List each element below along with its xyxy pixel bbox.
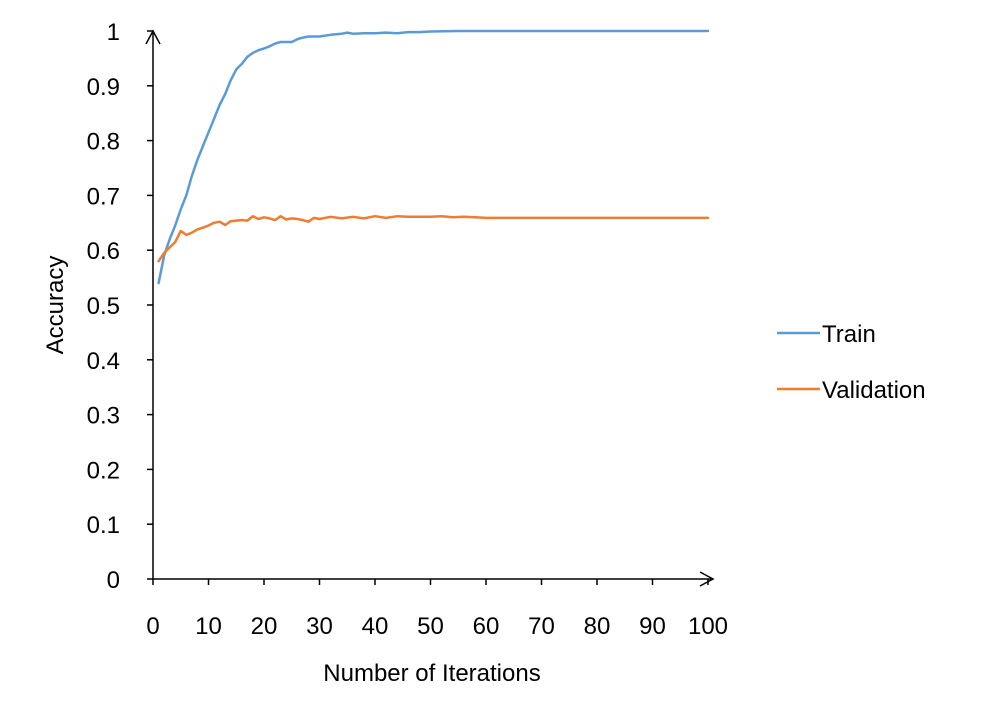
x-tick-label: 100 [688,613,728,640]
x-axis-arrow [699,571,715,587]
y-tick-label: 0.3 [87,403,120,430]
y-tick-label: 0.5 [87,293,120,320]
x-tick-label: 0 [146,613,159,640]
x-tick-label: 10 [195,613,222,640]
y-tick-label: 0.1 [87,512,120,539]
x-axis-title: Number of Iterations [323,660,540,687]
legend: Train Validation [777,321,926,404]
y-tick-label: 0 [107,567,120,594]
y-axis-title: Accuracy [42,256,69,355]
series-line-validation [157,214,710,263]
y-tick-label: 0.9 [87,74,120,101]
x-tick-label: 90 [639,613,666,640]
x-tick-label: 70 [528,613,555,640]
x-tick-group: 0 10 20 30 40 50 60 70 80 90 100 [146,579,728,640]
x-tick-label: 30 [306,613,333,640]
y-tick-label: 0.4 [87,348,120,375]
y-tick-label: 0.6 [87,238,120,265]
x-tick-label: 50 [417,613,444,640]
x-tick-label: 20 [251,613,278,640]
legend-label-train: Train [822,321,876,348]
y-tick-label: 0.8 [87,129,120,156]
series-line-train [157,29,710,285]
y-tick-label: 0.2 [87,457,120,484]
axes [145,29,715,587]
y-tick-label: 0.7 [87,183,120,210]
y-tick-label: 1 [107,19,120,46]
y-tick-group: 0 0.1 0.2 0.3 0.4 0.5 0.6 0.7 0.8 0.9 1 [87,19,153,594]
x-tick-label: 60 [473,613,500,640]
x-tick-label: 40 [362,613,389,640]
series-group [157,29,710,285]
legend-label-validation: Validation [822,377,926,404]
x-tick-label: 80 [584,613,611,640]
